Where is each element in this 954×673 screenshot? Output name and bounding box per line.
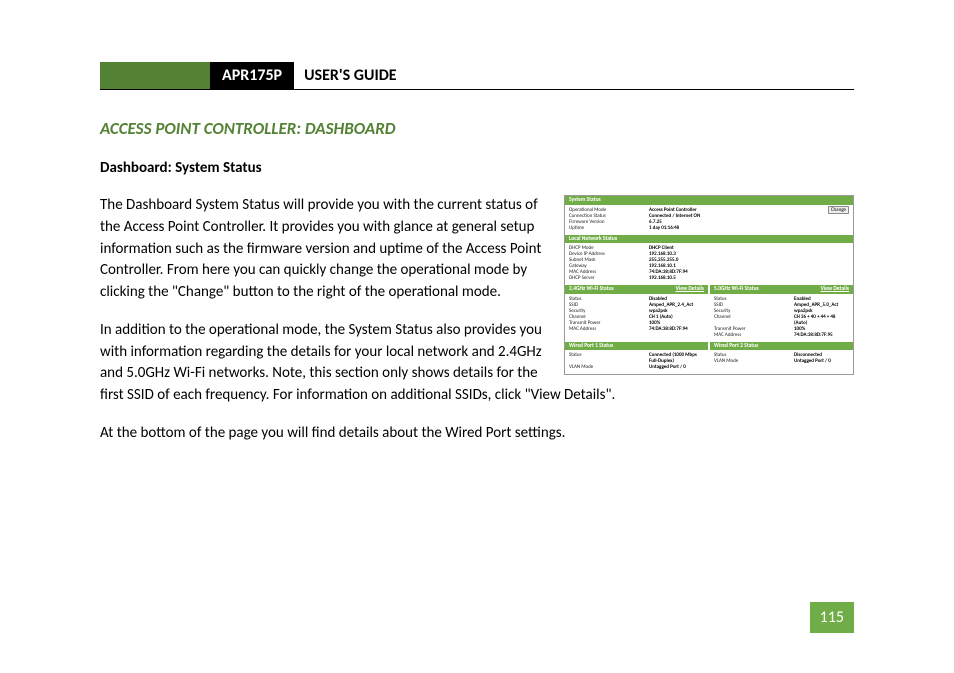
fig-val: 192.168.10.5 bbox=[649, 275, 849, 281]
fig-val: 1 day 01:16:48 bbox=[649, 225, 849, 231]
fig-row: VLAN ModeUntagged Port / 0 bbox=[714, 358, 849, 364]
fig-wifi-row: 2.4GHz Wi-Fi Status View Details StatusD… bbox=[565, 285, 853, 342]
guide-title: USER'S GUIDE bbox=[294, 62, 407, 89]
fig-key: VLAN Mode bbox=[569, 364, 649, 370]
paragraph-3: At the bottom of the page you will find … bbox=[100, 423, 854, 445]
fig-wifi-50-header: 5.0GHz Wi-Fi Status View Details bbox=[710, 285, 853, 294]
fig-row: MAC Address74:DA:38:8D:7F:95 bbox=[714, 332, 849, 338]
fig-val: Untagged Port / 0 bbox=[649, 364, 704, 370]
fig-row: Uptime1 day 01:16:48 bbox=[569, 225, 849, 231]
page-number: 115 bbox=[810, 602, 854, 633]
fig-key: MAC Address bbox=[714, 332, 794, 338]
header-accent-block bbox=[100, 62, 210, 89]
fig-port1-header: Wired Port 1 Status bbox=[565, 342, 708, 351]
fig-port2-header: Wired Port 2 Status bbox=[710, 342, 853, 351]
fig-val: 74:DA:38:8D:7F:95 bbox=[794, 332, 849, 338]
fig-local-network-header: Local Network Status bbox=[565, 235, 853, 244]
fig-val: CH 36 + 40 + 44 + 48 (Auto) bbox=[794, 314, 849, 326]
subsection-heading: Dashboard: System Status bbox=[100, 159, 854, 177]
model-badge: APR175P bbox=[210, 62, 294, 89]
fig-key: MAC Address bbox=[569, 326, 649, 332]
fig-wifi-24-block: StatusDisabled SSIDAmped_APR_2.4_Act Sec… bbox=[565, 294, 708, 336]
fig-wifi-24-col: 2.4GHz Wi-Fi Status View Details StatusD… bbox=[565, 285, 708, 342]
dashboard-screenshot: System Status Operational Mode Access Po… bbox=[564, 195, 854, 375]
fig-header-label: Wired Port 2 Status bbox=[714, 343, 758, 350]
fig-row: MAC Address74:DA:38:8D:7F:94 bbox=[569, 326, 704, 332]
fig-port1-col: Wired Port 1 Status StatusConnected (100… bbox=[565, 342, 708, 375]
fig-val: 74:DA:38:8D:7F:94 bbox=[649, 326, 704, 332]
fig-key: DHCP Server bbox=[569, 275, 649, 281]
fig-row: DHCP Server192.168.10.5 bbox=[569, 275, 849, 281]
fig-local-network-block: DHCP ModeDHCP Client Device IP Address19… bbox=[565, 243, 853, 285]
fig-val: Connected (1000 Mbps Full-Duplex) bbox=[649, 352, 704, 364]
document-header: APR175P USER'S GUIDE bbox=[100, 62, 854, 90]
fig-key: Uptime bbox=[569, 225, 649, 231]
fig-wifi-50-col: 5.0GHz Wi-Fi Status View Details StatusE… bbox=[710, 285, 853, 342]
fig-row: VLAN ModeUntagged Port / 0 bbox=[569, 364, 704, 370]
fig-port2-block: StatusDisconnected VLAN ModeUntagged Por… bbox=[710, 350, 853, 368]
fig-system-status-block: Operational Mode Access Point Controller… bbox=[565, 205, 853, 235]
section-title: ACCESS POINT CONTROLLER: DASHBOARD bbox=[100, 118, 854, 139]
fig-header-label: 2.4GHz Wi-Fi Status bbox=[569, 286, 614, 293]
fig-row: StatusConnected (1000 Mbps Full-Duplex) bbox=[569, 352, 704, 364]
fig-row: ChannelCH 36 + 40 + 44 + 48 (Auto) bbox=[714, 314, 849, 326]
fig-key: Channel bbox=[714, 314, 794, 326]
fig-val: Untagged Port / 0 bbox=[794, 358, 849, 364]
fig-wifi-50-block: StatusEnabled SSIDAmped_APR_5.0_Act Secu… bbox=[710, 294, 853, 342]
fig-header-label: Wired Port 1 Status bbox=[569, 343, 613, 350]
fig-port1-block: StatusConnected (1000 Mbps Full-Duplex) … bbox=[565, 350, 708, 374]
view-details-link[interactable]: View Details bbox=[821, 286, 849, 293]
fig-ports-row: Wired Port 1 Status StatusConnected (100… bbox=[565, 342, 853, 375]
view-details-link[interactable]: View Details bbox=[676, 286, 704, 293]
fig-wifi-24-header: 2.4GHz Wi-Fi Status View Details bbox=[565, 285, 708, 294]
fig-key: Status bbox=[569, 352, 649, 364]
fig-system-status-header: System Status bbox=[565, 196, 853, 205]
fig-key: VLAN Mode bbox=[714, 358, 794, 364]
fig-port2-col: Wired Port 2 Status StatusDisconnected V… bbox=[710, 342, 853, 375]
fig-header-label: System Status bbox=[569, 197, 601, 204]
fig-header-label: Local Network Status bbox=[569, 236, 617, 243]
fig-header-label: 5.0GHz Wi-Fi Status bbox=[714, 286, 759, 293]
